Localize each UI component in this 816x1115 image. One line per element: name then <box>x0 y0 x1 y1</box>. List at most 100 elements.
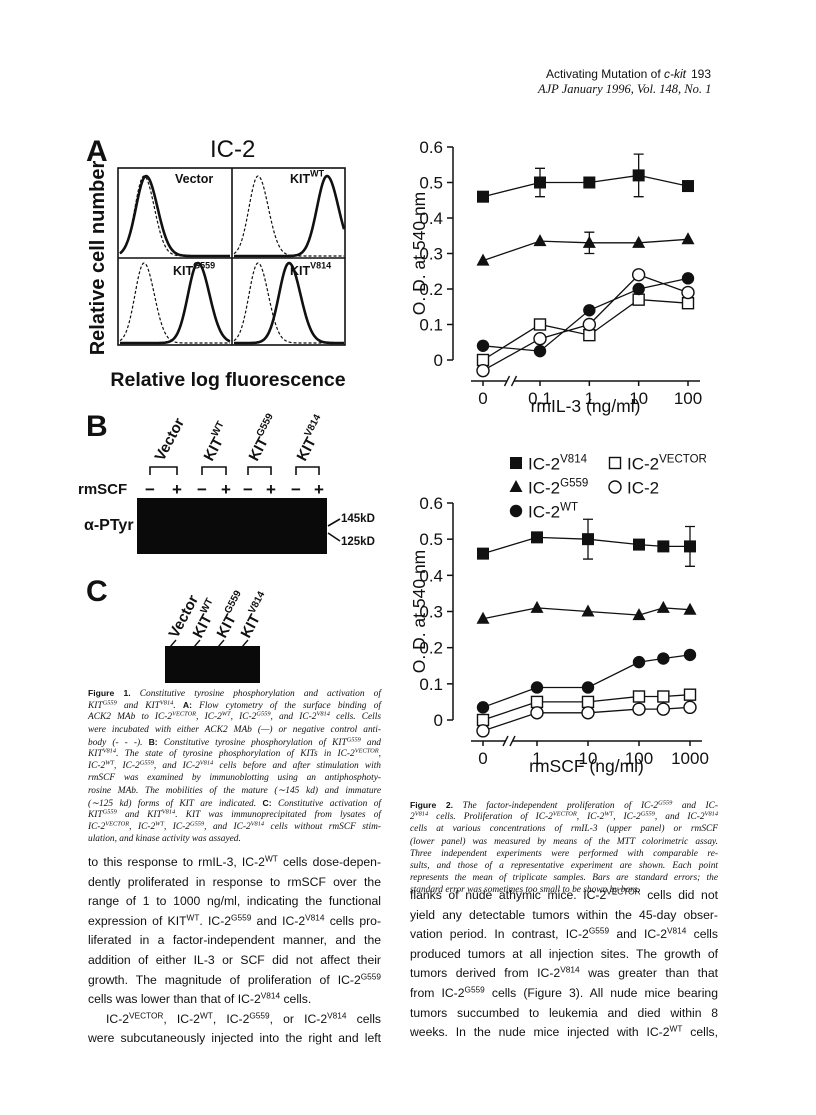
text-run: cells without rmSCF stim- <box>264 822 382 833</box>
axis-break <box>510 375 518 387</box>
text-block: to this response to rmIL-3, IC-2WT cells… <box>88 853 381 1049</box>
y-tick-label: 0.3 <box>419 245 443 264</box>
text-run: cells. Cells <box>329 712 382 723</box>
marker-triangle <box>533 234 547 247</box>
text-run: cells dose-depen- <box>277 855 382 869</box>
y-tick-label: 0.2 <box>419 639 443 658</box>
superscript: V814 <box>247 589 268 615</box>
text-run: , IC-2 <box>114 761 140 772</box>
superscript: G559 <box>223 588 244 615</box>
marker-filled-circle <box>632 282 645 296</box>
text-line: range of 1 to 1000 ng/ml, indicating the… <box>88 892 381 912</box>
y-axis-label: O. D. at 540 nm <box>409 192 429 316</box>
superscript: G559 <box>640 810 655 818</box>
marker-open-circle <box>476 724 490 738</box>
marker-filled-circle <box>530 681 544 694</box>
marker-filled-circle <box>632 655 646 669</box>
treatment-sign: + <box>314 480 324 499</box>
text-line: (∼125 kd) forms of KIT are indicated. C:… <box>88 797 381 809</box>
marker-open-square <box>657 690 670 703</box>
superscript: WT <box>186 912 200 923</box>
marker-open-circle <box>533 332 547 346</box>
text-line: Three independent experiments were perfo… <box>410 848 718 860</box>
text-run: was greater than that <box>579 966 718 981</box>
text-run: , IC-2 <box>164 822 190 833</box>
marker-open-square <box>530 695 544 709</box>
text-run: standard error was sometimes too small t… <box>410 885 640 896</box>
text-run: , <box>378 748 381 759</box>
text-run: cells <box>686 927 718 942</box>
lane-ticks <box>169 639 249 648</box>
control-histogram <box>119 262 230 344</box>
text-run: yield any detectable tumors within the 4… <box>410 907 718 922</box>
y-tick-label: 0.3 <box>419 603 443 622</box>
axis-break <box>509 735 516 747</box>
text-run: cells (Figure 3). All nude mice bearing <box>484 985 718 1000</box>
superscript: V814 <box>303 412 324 438</box>
text-line: yield any detectable tumors within the 4… <box>410 906 718 926</box>
marker-open-square <box>476 353 490 367</box>
panel-letter: B <box>86 410 108 443</box>
superscript: V814 <box>102 747 117 755</box>
stained-histogram <box>120 261 231 345</box>
size-marker: 145kD <box>341 513 375 525</box>
text-line: tumors succumbed to leukemia and died wi… <box>410 1004 718 1024</box>
text-run: , or IC-2 <box>269 1011 328 1026</box>
x-tick-label: 0 <box>478 389 487 408</box>
superscript: VECTOR <box>552 810 577 818</box>
legend-name: IC-2 <box>528 479 560 498</box>
treatment-sign: + <box>172 480 182 499</box>
marker-triangle <box>582 235 596 248</box>
text-line: tumors derived from IC-2V814 was greater… <box>410 964 718 984</box>
text-line: rosine MAb. The mobilities of the mature… <box>88 785 381 797</box>
lane-label: Vector <box>152 415 189 464</box>
text-run: (lower panel) was measured by means of t… <box>410 836 718 847</box>
y-axis-label: Relative cell number <box>87 161 109 356</box>
treatment-sign: − <box>145 480 155 499</box>
text-run: cells, <box>682 1025 719 1040</box>
marker-open-square <box>608 456 622 470</box>
lane-tick <box>241 639 249 648</box>
control-histogram <box>119 175 230 257</box>
text-run: , IC-2 <box>613 812 641 823</box>
text-run: IC-2 <box>88 822 106 833</box>
y-tick-label: 0 <box>434 711 443 730</box>
text-run: produced tumors at all injection sites. … <box>410 946 718 961</box>
y-tick-label: 0.5 <box>419 174 443 193</box>
data-line <box>482 607 691 620</box>
page-number: 193 <box>691 67 712 81</box>
marker-filled-circle <box>509 504 523 518</box>
superscript: V814 <box>316 710 330 718</box>
text-run: IC-2 <box>88 761 106 772</box>
running-title: Activating Mutation of c-kit <box>546 67 686 81</box>
y-tick-label: 0.1 <box>419 316 443 335</box>
marker-filled-circle <box>581 681 595 694</box>
stained-histogram <box>234 261 344 345</box>
lane-label: KITG559 <box>243 411 283 463</box>
superscript: G559 <box>102 699 117 707</box>
text-run: KIT <box>88 748 103 759</box>
superscript: VECTOR <box>172 710 197 718</box>
superscript: G559 <box>193 260 215 270</box>
journal-line: AJP January 1996, Vol. 148, No. 1 <box>538 82 712 96</box>
marker-filled-circle <box>683 648 697 662</box>
marker-triangle <box>683 602 697 615</box>
superscript: VECTOR <box>129 1010 164 1021</box>
superscript: WT <box>105 759 115 767</box>
text-run: KIT <box>214 612 240 641</box>
control-histogram <box>233 262 344 344</box>
marker-filled-circle <box>681 272 695 285</box>
marker-filled-square <box>583 176 596 189</box>
text-run: ulation, and kinase activity was assayed… <box>88 834 241 845</box>
marker-open-circle <box>631 268 646 282</box>
bold-run: A: <box>182 700 192 711</box>
text-run: KIT <box>201 435 227 464</box>
flow-panels-frame <box>117 167 346 346</box>
superscript: G559 <box>249 1010 270 1021</box>
text-line: (lower panel) was measured by means of t… <box>410 836 718 848</box>
text-run: , and IC-2 <box>654 812 705 823</box>
text-run: vation period. In contrast, IC-2 <box>410 927 589 942</box>
text-block: flanks of nude athymic mice. IC-2VECTOR … <box>410 886 718 1043</box>
